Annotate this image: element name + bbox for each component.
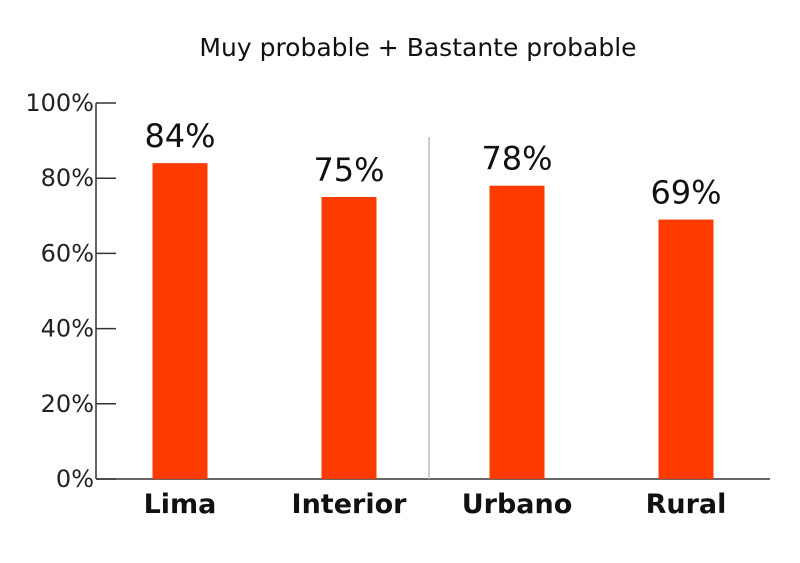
y-tick-label: 40%	[41, 315, 94, 343]
chart-title: Muy probable + Bastante probable	[199, 33, 636, 62]
y-tick-label: 100%	[25, 89, 94, 117]
data-label: 69%	[650, 174, 721, 212]
x-axis-labels: Lima Interior Urbano Rural	[144, 489, 727, 520]
data-label: 75%	[313, 151, 384, 189]
data-labels: 84% 75% 78% 69%	[144, 117, 721, 211]
y-tick-label: 20%	[41, 390, 94, 418]
category-label: Urbano	[462, 489, 573, 520]
y-axis: 0% 20% 40% 60% 80% 100%	[25, 89, 770, 493]
bar-rural	[658, 219, 714, 479]
data-label: 84%	[144, 117, 215, 155]
bar-lima	[152, 163, 208, 479]
category-label: Lima	[144, 489, 217, 520]
bars	[152, 163, 714, 479]
category-label: Interior	[292, 489, 408, 520]
y-tick-label: 0%	[56, 465, 94, 493]
data-label: 78%	[481, 140, 552, 178]
y-tick-label: 80%	[41, 164, 94, 192]
y-tick-label: 60%	[41, 239, 94, 267]
bar-interior	[321, 197, 377, 479]
category-label: Rural	[646, 489, 727, 520]
bar-urbano	[489, 185, 545, 479]
